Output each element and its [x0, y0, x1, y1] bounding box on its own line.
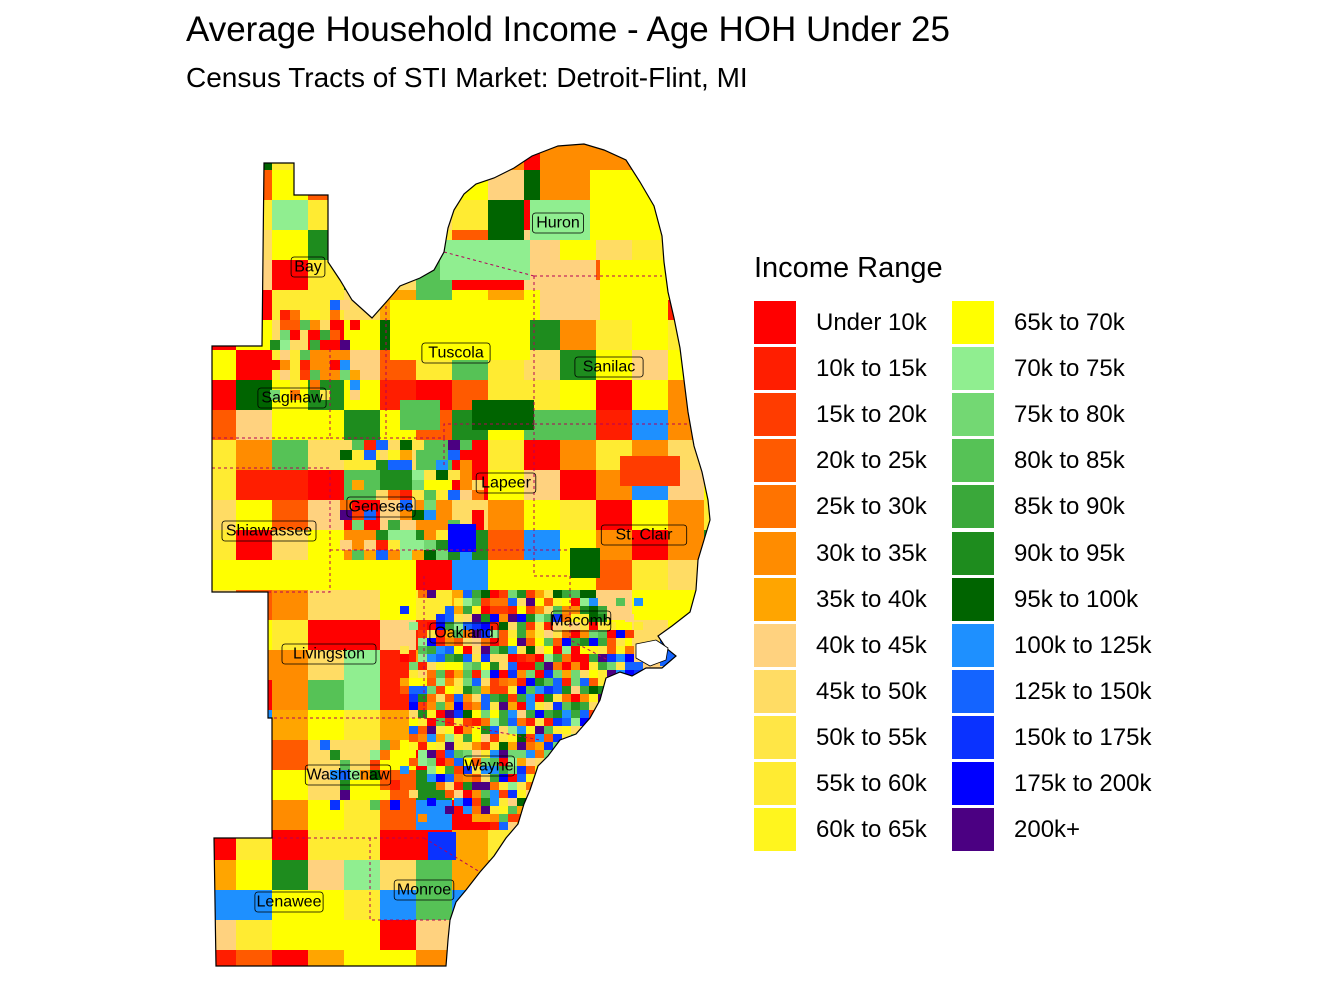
- legend-label: 45k to 50k: [816, 677, 927, 705]
- legend-label: 125k to 150k: [1014, 677, 1152, 705]
- legend-swatch: [952, 531, 994, 575]
- legend-swatch: [952, 577, 994, 621]
- legend-swatch: [754, 439, 796, 483]
- map-title: Average Household Income - Age HOH Under…: [186, 10, 950, 49]
- legend-label: 25k to 30k: [816, 493, 927, 521]
- county-label-text: Monroe: [397, 882, 451, 899]
- legend-label: 95k to 100k: [1014, 585, 1139, 613]
- legend-label: 55k to 60k: [816, 770, 927, 797]
- legend-swatch: [952, 762, 994, 805]
- legend-swatch: [754, 808, 796, 852]
- county-label-monroe: Monroe: [393, 879, 455, 901]
- legend-swatch: [952, 669, 994, 713]
- legend-label: 80k to 85k: [1014, 447, 1125, 475]
- legend-swatch: [754, 531, 796, 575]
- county-label-saginaw: Saginaw: [257, 387, 327, 409]
- legend-swatch: [952, 393, 994, 437]
- legend-label: 35k to 40k: [816, 585, 927, 613]
- county-label-lenawee: Lenawee: [254, 891, 324, 913]
- legend-label: 50k to 55k: [816, 723, 927, 751]
- county-label-text: Saginaw: [261, 390, 323, 407]
- county-label-text: Lenawee: [257, 894, 322, 911]
- county-label-oakland: Oakland: [429, 622, 499, 644]
- county-label-macomb: Macomb: [550, 610, 612, 632]
- county-label-text: Macomb: [550, 613, 611, 630]
- legend-label: 20k to 25k: [816, 447, 927, 475]
- legend-label: 150k to 175k: [1014, 723, 1152, 751]
- legend-label: 70k to 75k: [1014, 355, 1125, 383]
- county-label-washtenaw: Washtenaw: [304, 764, 392, 786]
- county-label-huron: Huron: [532, 212, 584, 234]
- legend-title: Income Range: [754, 252, 943, 284]
- county-label-text: Lapeer: [481, 475, 531, 492]
- legend-swatch: [952, 485, 994, 529]
- legend-label: 90k to 95k: [1014, 539, 1125, 567]
- legend-label: 10k to 15k: [816, 355, 927, 383]
- county-label-bay: Bay: [290, 256, 326, 278]
- county-label-text: Sanilac: [583, 359, 635, 376]
- county-label-sanilac: Sanilac: [574, 356, 644, 378]
- county-labels: Huron Bay Tuscola Sanilac Saginaw Lapeer Genes…: [221, 212, 688, 913]
- legend-swatch: [754, 623, 796, 667]
- legend-swatch: [754, 485, 796, 529]
- legend-label: Under 10k: [816, 309, 927, 336]
- legend-swatch: [754, 347, 796, 391]
- county-label-text: Tuscola: [428, 345, 484, 362]
- legend-label: 100k to 125k: [1014, 631, 1152, 659]
- lake-st-clair: [635, 639, 669, 667]
- county-label-text: Oakland: [434, 625, 494, 642]
- county-label-text: Wayne: [464, 758, 513, 775]
- legend-label: 15k to 20k: [816, 401, 927, 429]
- legend-label: 60k to 65k: [816, 816, 927, 844]
- legend-label: 175k to 200k: [1014, 770, 1152, 797]
- legend-swatch: [952, 808, 994, 852]
- county-label-wayne: Wayne: [463, 755, 515, 777]
- legend-label: 40k to 45k: [816, 631, 927, 659]
- legend-swatch: [754, 669, 796, 713]
- legend-swatch: [754, 762, 796, 805]
- legend-swatch: [754, 577, 796, 621]
- county-label-tuscola: Tuscola: [421, 342, 491, 364]
- county-label-lapeer: Lapeer: [475, 472, 537, 494]
- map-subtitle: Census Tracts of STI Market: Detroit-Fli…: [186, 62, 748, 93]
- legend-swatch: [952, 301, 994, 344]
- legend-swatch: [754, 715, 796, 759]
- county-label-shiawassee: Shiawassee: [221, 520, 317, 542]
- legend-swatch: [754, 393, 796, 437]
- county-label-text: Bay: [294, 259, 322, 276]
- legend-label: 30k to 35k: [816, 539, 927, 567]
- legend-swatch: [754, 301, 796, 344]
- county-label-genesee: Genesee: [346, 496, 416, 518]
- legend-swatch: [952, 623, 994, 667]
- county-label-text: Genesee: [349, 499, 414, 516]
- county-label-text: St. Clair: [616, 527, 674, 544]
- tract-layer: [212, 144, 710, 966]
- county-label-text: Shiawassee: [226, 523, 312, 540]
- county-label-text: Huron: [536, 215, 580, 232]
- legend-label: 65k to 70k: [1014, 309, 1125, 336]
- legend-label: 75k to 80k: [1014, 401, 1125, 429]
- legend-label: 200k+: [1014, 816, 1081, 844]
- legend-label: 85k to 90k: [1014, 493, 1125, 521]
- legend-swatch: [952, 715, 994, 759]
- county-label-st-clair: St. Clair: [600, 524, 688, 546]
- legend-swatch: [952, 439, 994, 483]
- county-label-text: Livingston: [293, 646, 365, 663]
- county-label-text: Washtenaw: [307, 767, 390, 784]
- county-boundaries: [212, 251, 701, 921]
- legend-swatch: [952, 347, 994, 391]
- county-label-livingston: Livingston: [281, 643, 377, 665]
